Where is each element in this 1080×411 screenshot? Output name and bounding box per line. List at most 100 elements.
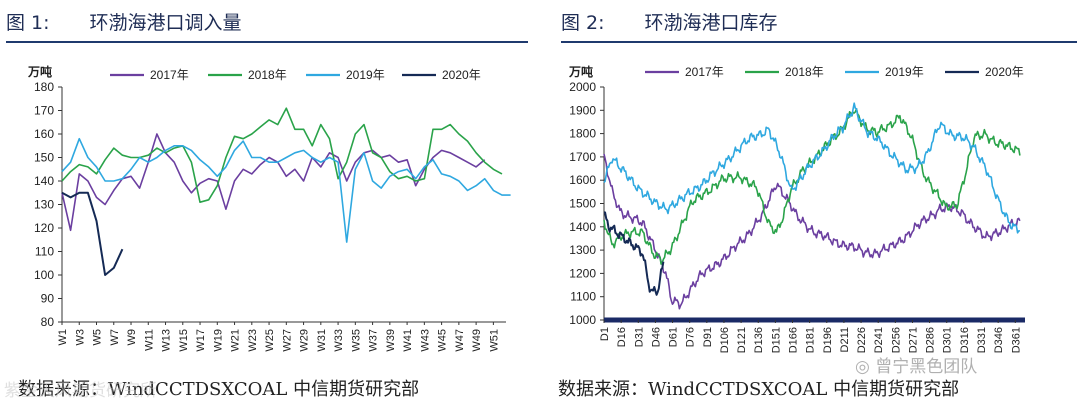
figure-2-name: 环渤海港口库存 [644, 12, 778, 34]
y-axis-unit-label: 万吨 [27, 64, 52, 79]
x-tick-label: W13 [161, 329, 173, 352]
x-tick-label: W9 [126, 329, 138, 346]
x-tick-label: W31 [316, 329, 328, 352]
figure-1-source: 数据来源：WindCCTDSXCOAL 中信期货研究部 [18, 379, 420, 400]
series-line-2017年 [603, 153, 1021, 310]
y-axis-unit-label: 万吨 [568, 64, 593, 79]
series-line-2020年 [61, 191, 124, 276]
x-tick-label: D16 [616, 327, 628, 347]
y-tick-label: 1500 [569, 197, 596, 211]
legend-label: 2020年 [442, 68, 481, 82]
x-tick-label: W15 [178, 329, 190, 352]
x-tick-label: W17 [195, 329, 207, 352]
x-tick-label: D241 [873, 327, 885, 353]
series-line-2017年 [61, 133, 486, 232]
x-tick-label: D151 [770, 327, 782, 353]
y-tick-label: 120 [34, 221, 54, 235]
x-tick-label: D121 [736, 327, 748, 353]
x-tick-label: D106 [719, 327, 731, 353]
x-tick-label: W21 [230, 329, 242, 352]
series-line-2019年 [603, 102, 1020, 234]
x-tick-label: D331 [976, 327, 988, 353]
x-tick-label: W1 [57, 329, 69, 346]
x-tick-label: W27 [281, 329, 293, 352]
x-tick-label: W7 [109, 329, 121, 346]
y-tick-label: 180 [34, 80, 54, 94]
x-tick-label: D181 [805, 327, 817, 353]
watermark-left: 紫金天风期货研究所 [4, 381, 157, 401]
y-tick-label: 1900 [569, 103, 596, 117]
legend-label: 2018年 [248, 68, 287, 82]
legend-label: 2020年 [985, 65, 1024, 79]
x-tick-label: D31 [633, 327, 645, 347]
x-tick-label: D286 [925, 327, 937, 353]
x-tick-label: D166 [788, 327, 800, 353]
y-tick-label: 130 [34, 198, 54, 212]
x-tick-label: D211 [839, 327, 851, 352]
x-tick-label: D196 [822, 327, 834, 353]
figure-2-title: 图 2: 环渤海港口库存 [561, 8, 778, 35]
y-tick-label: 160 [34, 127, 54, 141]
y-tick-label: 1800 [569, 127, 596, 141]
figure-1-label: 图 1: [6, 12, 50, 34]
y-tick-label: 1700 [569, 150, 596, 164]
x-tick-label: D1 [599, 327, 611, 341]
series-line-2019年 [61, 137, 511, 243]
x-tick-label: W3 [74, 329, 86, 346]
legend-label: 2019年 [885, 65, 924, 79]
x-tick-label: D346 [993, 327, 1005, 353]
y-tick-label: 1600 [569, 173, 596, 187]
figure-2-panel: 图 2: 环渤海港口库存 1000 1100 1200 1300 1400 1500 1600… [555, 0, 1080, 411]
watermark-right-text: 曾宁黑色团队 [875, 357, 978, 377]
y-tick-label: 1100 [570, 290, 596, 304]
x-tick-label: D301 [942, 327, 954, 353]
y-tick-label: 150 [34, 151, 54, 165]
x-tick-label: D91 [702, 327, 714, 347]
x-tick-label: W11 [143, 329, 155, 351]
figure-2-source: 数据来源：WindCCTDSXCOAL 中信期货研究部 [558, 379, 960, 400]
x-tick-label: D61 [668, 327, 680, 347]
x-tick-label: W5 [92, 329, 104, 346]
x-tick-label: W37 [368, 329, 380, 352]
figure-1-title: 图 1: 环渤海港口调入量 [6, 8, 242, 35]
x-tick-label: W19 [212, 329, 224, 352]
figure-1-panel: 图 1: 环渤海港口调入量 80 90 100 110 120 130 140 150 160 17… [4, 8, 528, 401]
x-tick-label: W29 [299, 329, 311, 352]
series-line-2018年 [61, 107, 503, 203]
series-line-2018年 [603, 108, 1021, 265]
y-tick-label: 1400 [569, 220, 596, 234]
x-tick-label: D271 [907, 327, 919, 353]
wechat-icon: ◎ [855, 357, 870, 377]
y-tick-label: 80 [41, 315, 55, 329]
figure-2-title-rule [561, 41, 1077, 43]
x-tick-label: W51 [488, 329, 500, 352]
y-tick-label: 170 [34, 104, 54, 118]
y-tick-label: 110 [35, 245, 54, 259]
x-tick-label: W49 [471, 329, 483, 352]
x-tick-label: W25 [264, 329, 276, 352]
y-tick-label: 90 [41, 292, 55, 306]
x-tick-label: W33 [333, 329, 345, 352]
x-tick-label: D76 [685, 327, 697, 347]
y-tick-label: 1300 [569, 243, 596, 257]
x-tick-label: D136 [753, 327, 765, 353]
legend-label: 2018年 [785, 65, 824, 79]
figure-1-title-rule [6, 41, 528, 43]
y-tick-label: 100 [34, 268, 54, 282]
legend-label: 2019年 [346, 68, 385, 82]
figure-2-label: 图 2: [561, 12, 605, 34]
watermark-right: ◎ 曾宁黑色团队 [855, 352, 977, 377]
x-tick-label: W45 [437, 329, 449, 352]
y-tick-label: 1000 [569, 313, 596, 327]
legend-label: 2017年 [685, 65, 724, 79]
x-tick-label: D361 [1010, 327, 1022, 353]
figure-2-chart: 1000 1100 1200 1300 1400 1500 1600 1700 1800 1900… [568, 64, 1025, 353]
x-tick-label: D46 [650, 327, 662, 347]
x-tick-label: W41 [402, 329, 414, 352]
x-tick-label: W23 [247, 329, 259, 352]
x-tick-label: D256 [890, 327, 902, 353]
x-tick-label: D316 [959, 327, 971, 353]
x-tick-label: D226 [856, 327, 868, 353]
legend-label: 2017年 [150, 68, 189, 82]
